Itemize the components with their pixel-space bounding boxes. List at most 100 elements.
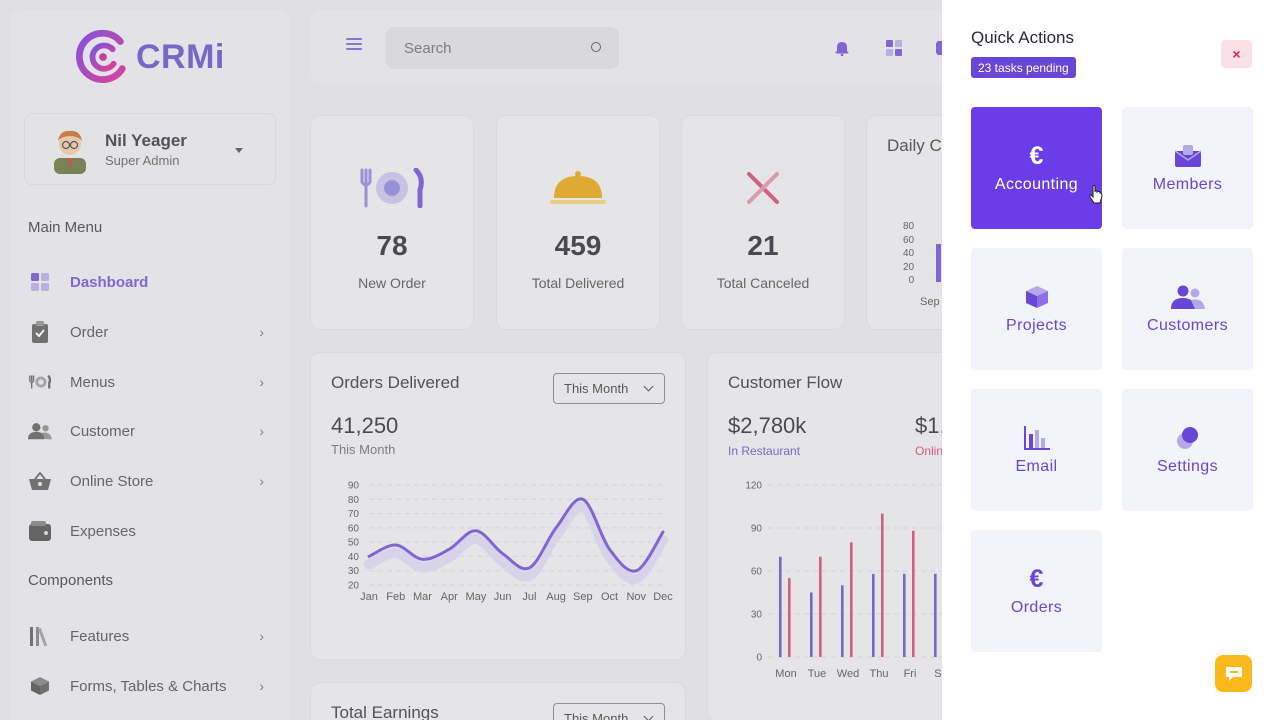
search-box[interactable]: Search	[386, 27, 619, 69]
quick-actions-title: Quick Actions	[971, 28, 1074, 47]
x-tick-label: May	[466, 591, 487, 603]
y-tick: 20	[903, 261, 915, 273]
sidebar-item-features[interactable]: Features ›	[28, 621, 268, 651]
close-button[interactable]: ×	[1221, 40, 1252, 68]
x-tick-label: Tue	[808, 668, 827, 680]
bell-icon[interactable]	[834, 40, 850, 56]
search-input[interactable]: Search	[404, 39, 452, 57]
tile-label: Members	[1152, 176, 1223, 193]
sidebar-item-label: Order	[70, 323, 109, 341]
settings-icon	[1122, 425, 1253, 451]
x-tick-label: Feb	[386, 591, 405, 603]
stat-value: 21	[747, 230, 779, 261]
in-restaurant-value: $2,780k	[728, 413, 807, 438]
users-icon	[28, 419, 52, 443]
quick-action-members[interactable]: Members	[1122, 107, 1253, 229]
y-tick: 0	[908, 275, 915, 287]
wallet-icon	[28, 519, 52, 543]
tile-label: Email	[1015, 458, 1058, 475]
x-tick-label: Nov	[626, 591, 646, 603]
sidebar-item-label: Dashboard	[70, 273, 149, 291]
y-tick-label: 80	[348, 495, 360, 506]
bar	[788, 578, 791, 657]
cube-icon	[28, 674, 52, 698]
period-dropdown[interactable]: This Month	[553, 373, 665, 404]
stat-label: Total Delivered	[531, 275, 625, 291]
main-menu-heading: Main Menu	[28, 219, 103, 236]
x-tick-label: Apr	[441, 591, 458, 603]
sidebar-item-order[interactable]: Order ›	[28, 317, 268, 347]
y-tick-label: 90	[751, 524, 763, 535]
chevron-right-icon: ›	[259, 374, 264, 390]
search-icon[interactable]	[591, 42, 601, 52]
y-tick-label: 0	[756, 653, 762, 664]
sidebar-item-dashboard[interactable]: Dashboard	[28, 267, 268, 297]
sidebar-item-online-store[interactable]: Online Store ›	[28, 466, 268, 496]
customer-flow-card: Customer Flow $2,780k In Restaurant $1, …	[707, 352, 967, 720]
total-earnings-title: Total Earnings	[331, 703, 439, 720]
chevron-right-icon: ›	[259, 473, 264, 489]
quick-action-projects[interactable]: Projects	[971, 248, 1102, 370]
chevron-right-icon: ›	[259, 678, 264, 694]
x-tick-label: Jul	[522, 591, 536, 603]
x-tick-label: Wed	[837, 668, 859, 680]
sidebar-item-label: Features	[70, 627, 130, 645]
dashboard-icon	[28, 270, 52, 294]
y-tick-label: 20	[348, 581, 360, 592]
tile-label: Customers	[1147, 317, 1228, 334]
sidebar-item-forms-tables-charts[interactable]: Forms, Tables & Charts ›	[28, 671, 268, 701]
chat-button[interactable]	[1215, 655, 1252, 692]
period-dropdown[interactable]: This Month	[553, 703, 665, 720]
sidebar-item-customer[interactable]: Customer ›	[28, 416, 268, 446]
quick-actions-panel: Quick Actions 23 tasks pending × € Accou…	[942, 0, 1280, 720]
bar	[881, 513, 884, 657]
stat-label: Total Canceled	[716, 275, 810, 291]
dining-icon	[311, 166, 473, 210]
caret-down-icon	[235, 148, 243, 153]
y-tick: 80	[903, 221, 915, 232]
x-tick-label: Dec	[653, 591, 673, 603]
daily-card-title: Daily C	[887, 136, 942, 155]
bar	[912, 530, 915, 657]
x-tick-label: Aug	[546, 591, 566, 603]
x-icon	[682, 166, 844, 210]
apps-grid-icon[interactable]	[886, 40, 902, 56]
logo-mark-icon	[76, 29, 126, 83]
bar	[850, 542, 853, 657]
x-tick-label: Oct	[601, 591, 618, 603]
quick-action-accounting[interactable]: € Accounting	[971, 107, 1103, 229]
y-tick-label: 50	[348, 538, 360, 549]
x-tick-label: Fri	[904, 668, 917, 680]
brand-logo[interactable]: CRMi	[74, 28, 225, 86]
sidebar-item-menus[interactable]: Menus ›	[28, 367, 268, 397]
quick-action-customers[interactable]: Customers	[1122, 248, 1253, 370]
stat-card-total-canceled: 21 Total Canceled	[681, 115, 845, 330]
series-line	[367, 497, 665, 573]
clipboard-icon	[28, 320, 52, 344]
quick-action-settings[interactable]: Settings	[1122, 389, 1253, 511]
cloche-icon	[497, 166, 659, 210]
avatar	[54, 130, 86, 174]
sidebar-item-expenses[interactable]: Expenses	[28, 516, 268, 546]
y-tick-label: 60	[348, 523, 360, 534]
y-tick-label: 30	[751, 610, 763, 621]
hamburger-menu-icon[interactable]	[346, 38, 362, 53]
quick-action-email[interactable]: Email	[971, 389, 1102, 511]
x-tick-label: Sep	[573, 591, 593, 603]
tile-label: Orders	[1010, 599, 1063, 616]
x-tick-label: Jun	[494, 591, 512, 603]
period-dropdown-label: This Month	[564, 381, 629, 396]
profile-switcher[interactable]: Nil Yeager Super Admin	[24, 113, 276, 185]
x-tick-label: Jan	[360, 591, 378, 603]
bar	[934, 573, 937, 657]
books-icon	[28, 624, 52, 648]
bar	[872, 573, 875, 657]
y-tick-label: 90	[348, 481, 360, 492]
tasks-pending-badge: 23 tasks pending	[971, 57, 1076, 78]
close-icon: ×	[1232, 46, 1241, 62]
top-bar: Search	[310, 10, 970, 84]
daily-x-label: Sep	[920, 296, 940, 308]
quick-action-orders[interactable]: € Orders	[971, 530, 1102, 652]
modal-backdrop[interactable]	[0, 0, 942, 720]
y-tick-label: 60	[751, 567, 763, 578]
